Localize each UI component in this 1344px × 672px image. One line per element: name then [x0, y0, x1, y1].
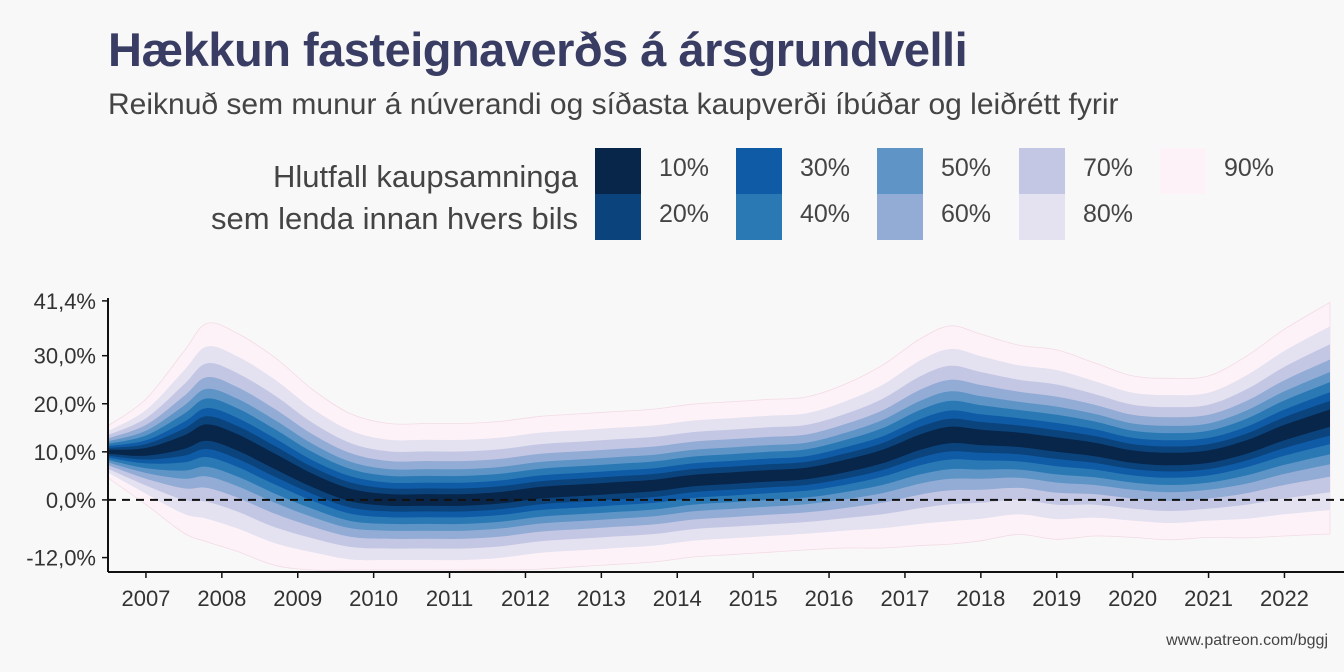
- x-tick-label: 2018: [956, 586, 1005, 611]
- band-10: [108, 409, 1330, 507]
- legend-title-line-2: sem lenda innan hvers bils: [210, 201, 578, 236]
- chart-subtitle: Reiknuð sem munur á núverandi og síðasta…: [108, 88, 1119, 121]
- legend-label-40: 40%: [800, 200, 851, 228]
- x-tick-label: 2015: [729, 586, 778, 611]
- chart-title: Hækkun fasteignaverðs á ársgrundvelli: [108, 23, 968, 76]
- legend-item-30: 30%: [736, 148, 906, 194]
- x-tick-label: 2022: [1260, 586, 1309, 611]
- legend-label-10: 10%: [659, 154, 710, 182]
- x-tick-label: 2014: [653, 586, 702, 611]
- band-30: [108, 392, 1330, 518]
- x-tick-label: 2016: [805, 586, 854, 611]
- legend-label-60: 60%: [941, 200, 992, 228]
- legend-title: Hlutfall kaupsamninga sem lenda innan hv…: [211, 156, 578, 240]
- source-credit: www.patreon.com/bggj: [1166, 632, 1328, 649]
- y-tick-label: 10,0%: [34, 440, 96, 465]
- x-tick-label: 2007: [121, 586, 170, 611]
- x-tick-label: 2009: [273, 586, 322, 611]
- legend-item-60: 60%: [877, 194, 1047, 240]
- y-tick-label: -12,0%: [26, 546, 96, 571]
- legend-swatch-40: [736, 194, 782, 240]
- legend-swatch-20: [595, 194, 641, 240]
- x-tick-label: 2013: [577, 586, 626, 611]
- legend-swatch-50: [877, 148, 923, 194]
- legend-label-70: 70%: [1083, 154, 1134, 182]
- legend-item-40: 40%: [736, 194, 906, 240]
- legend-item-10: 10%: [595, 148, 765, 194]
- legend-swatch-90: [1160, 148, 1206, 194]
- x-tick-label: 2011: [426, 586, 473, 611]
- x-tick-label: 2012: [501, 586, 550, 611]
- legend-swatch-70: [1019, 148, 1065, 194]
- x-tick-label: 2021: [1184, 586, 1233, 611]
- legend-swatch-60: [877, 194, 923, 240]
- x-tick-label: 2020: [1108, 586, 1157, 611]
- legend-swatch-80: [1019, 194, 1065, 240]
- legend-item-80: 80%: [1019, 194, 1189, 240]
- x-tick-label: 2017: [880, 586, 929, 611]
- band-20: [108, 400, 1330, 512]
- y-tick-label: 41,4%: [34, 289, 96, 314]
- x-tick-label: 2008: [197, 586, 246, 611]
- legend-swatch-30: [736, 148, 782, 194]
- legend-item-20: 20%: [595, 194, 765, 240]
- y-tick-label: 20,0%: [34, 392, 96, 417]
- x-tick-label: 2010: [349, 586, 398, 611]
- legend-label-90: 90%: [1224, 154, 1275, 182]
- legend-swatch-10: [595, 148, 641, 194]
- legend-label-30: 30%: [800, 154, 851, 182]
- y-tick-label: 0,0%: [46, 488, 96, 513]
- legend-item-50: 50%: [877, 148, 1047, 194]
- y-tick-label: 30,0%: [34, 344, 96, 369]
- legend-title-line-1: Hlutfall kaupsamninga: [272, 159, 578, 194]
- legend-label-80: 80%: [1083, 200, 1134, 228]
- legend-label-50: 50%: [941, 154, 992, 182]
- x-tick-label: 2019: [1032, 586, 1081, 611]
- legend-label-20: 20%: [659, 200, 710, 228]
- legend-item-90: 90%: [1160, 148, 1330, 194]
- legend-item-70: 70%: [1019, 148, 1189, 194]
